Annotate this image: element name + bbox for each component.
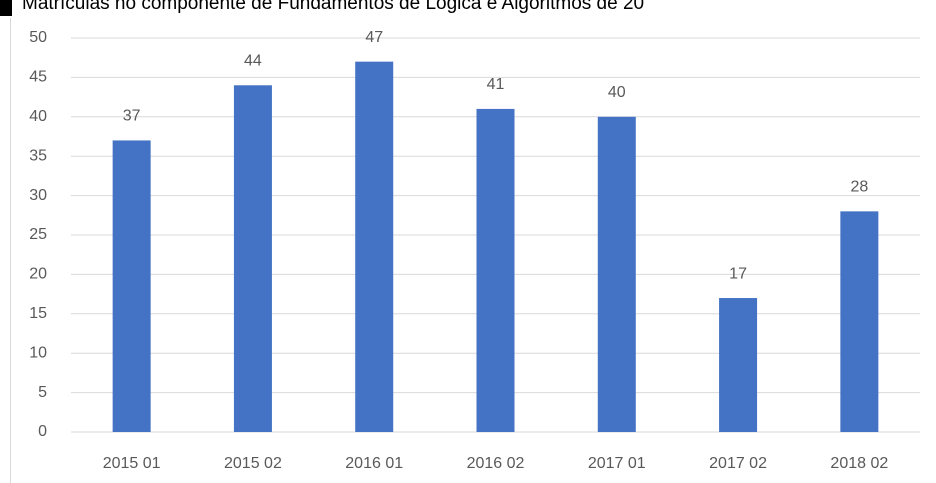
data-label: 40: [608, 84, 626, 101]
bar: [719, 298, 758, 432]
title-marker: [0, 0, 12, 16]
y-tick-label: 40: [29, 108, 47, 125]
y-tick-label: 35: [29, 147, 47, 164]
y-tick-label: 5: [38, 384, 47, 401]
x-tick-label: 2015 01: [103, 455, 161, 472]
x-tick-label: 2016 02: [467, 455, 525, 472]
y-tick-label: 20: [29, 266, 47, 283]
y-tick-label: 10: [29, 344, 47, 361]
data-label: 47: [365, 29, 383, 46]
y-tick-label: 30: [29, 187, 47, 204]
y-tick-label: 0: [38, 423, 47, 440]
bar: [597, 116, 636, 433]
y-tick-label: 15: [29, 305, 47, 322]
chart-title: Matrículas no componente de Fundamentos …: [22, 0, 644, 14]
bar: [233, 85, 272, 432]
x-tick-label: 2017 02: [709, 455, 767, 472]
data-label: 41: [487, 76, 505, 93]
x-tick-label: 2015 02: [224, 455, 282, 472]
bar: [476, 108, 515, 433]
data-label: 28: [850, 179, 868, 196]
bar: [840, 211, 879, 432]
bar: [112, 140, 151, 432]
y-tick-label: 25: [29, 226, 47, 243]
bar: [355, 61, 394, 432]
data-label: 17: [729, 265, 747, 282]
y-tick-label: 45: [29, 69, 47, 86]
y-tick-label: 50: [29, 29, 47, 46]
x-tick-label: 2016 01: [345, 455, 403, 472]
x-tick-label: 2018 02: [830, 455, 888, 472]
x-tick-label: 2017 01: [588, 455, 646, 472]
data-label: 44: [244, 52, 262, 69]
data-label: 37: [123, 108, 141, 125]
